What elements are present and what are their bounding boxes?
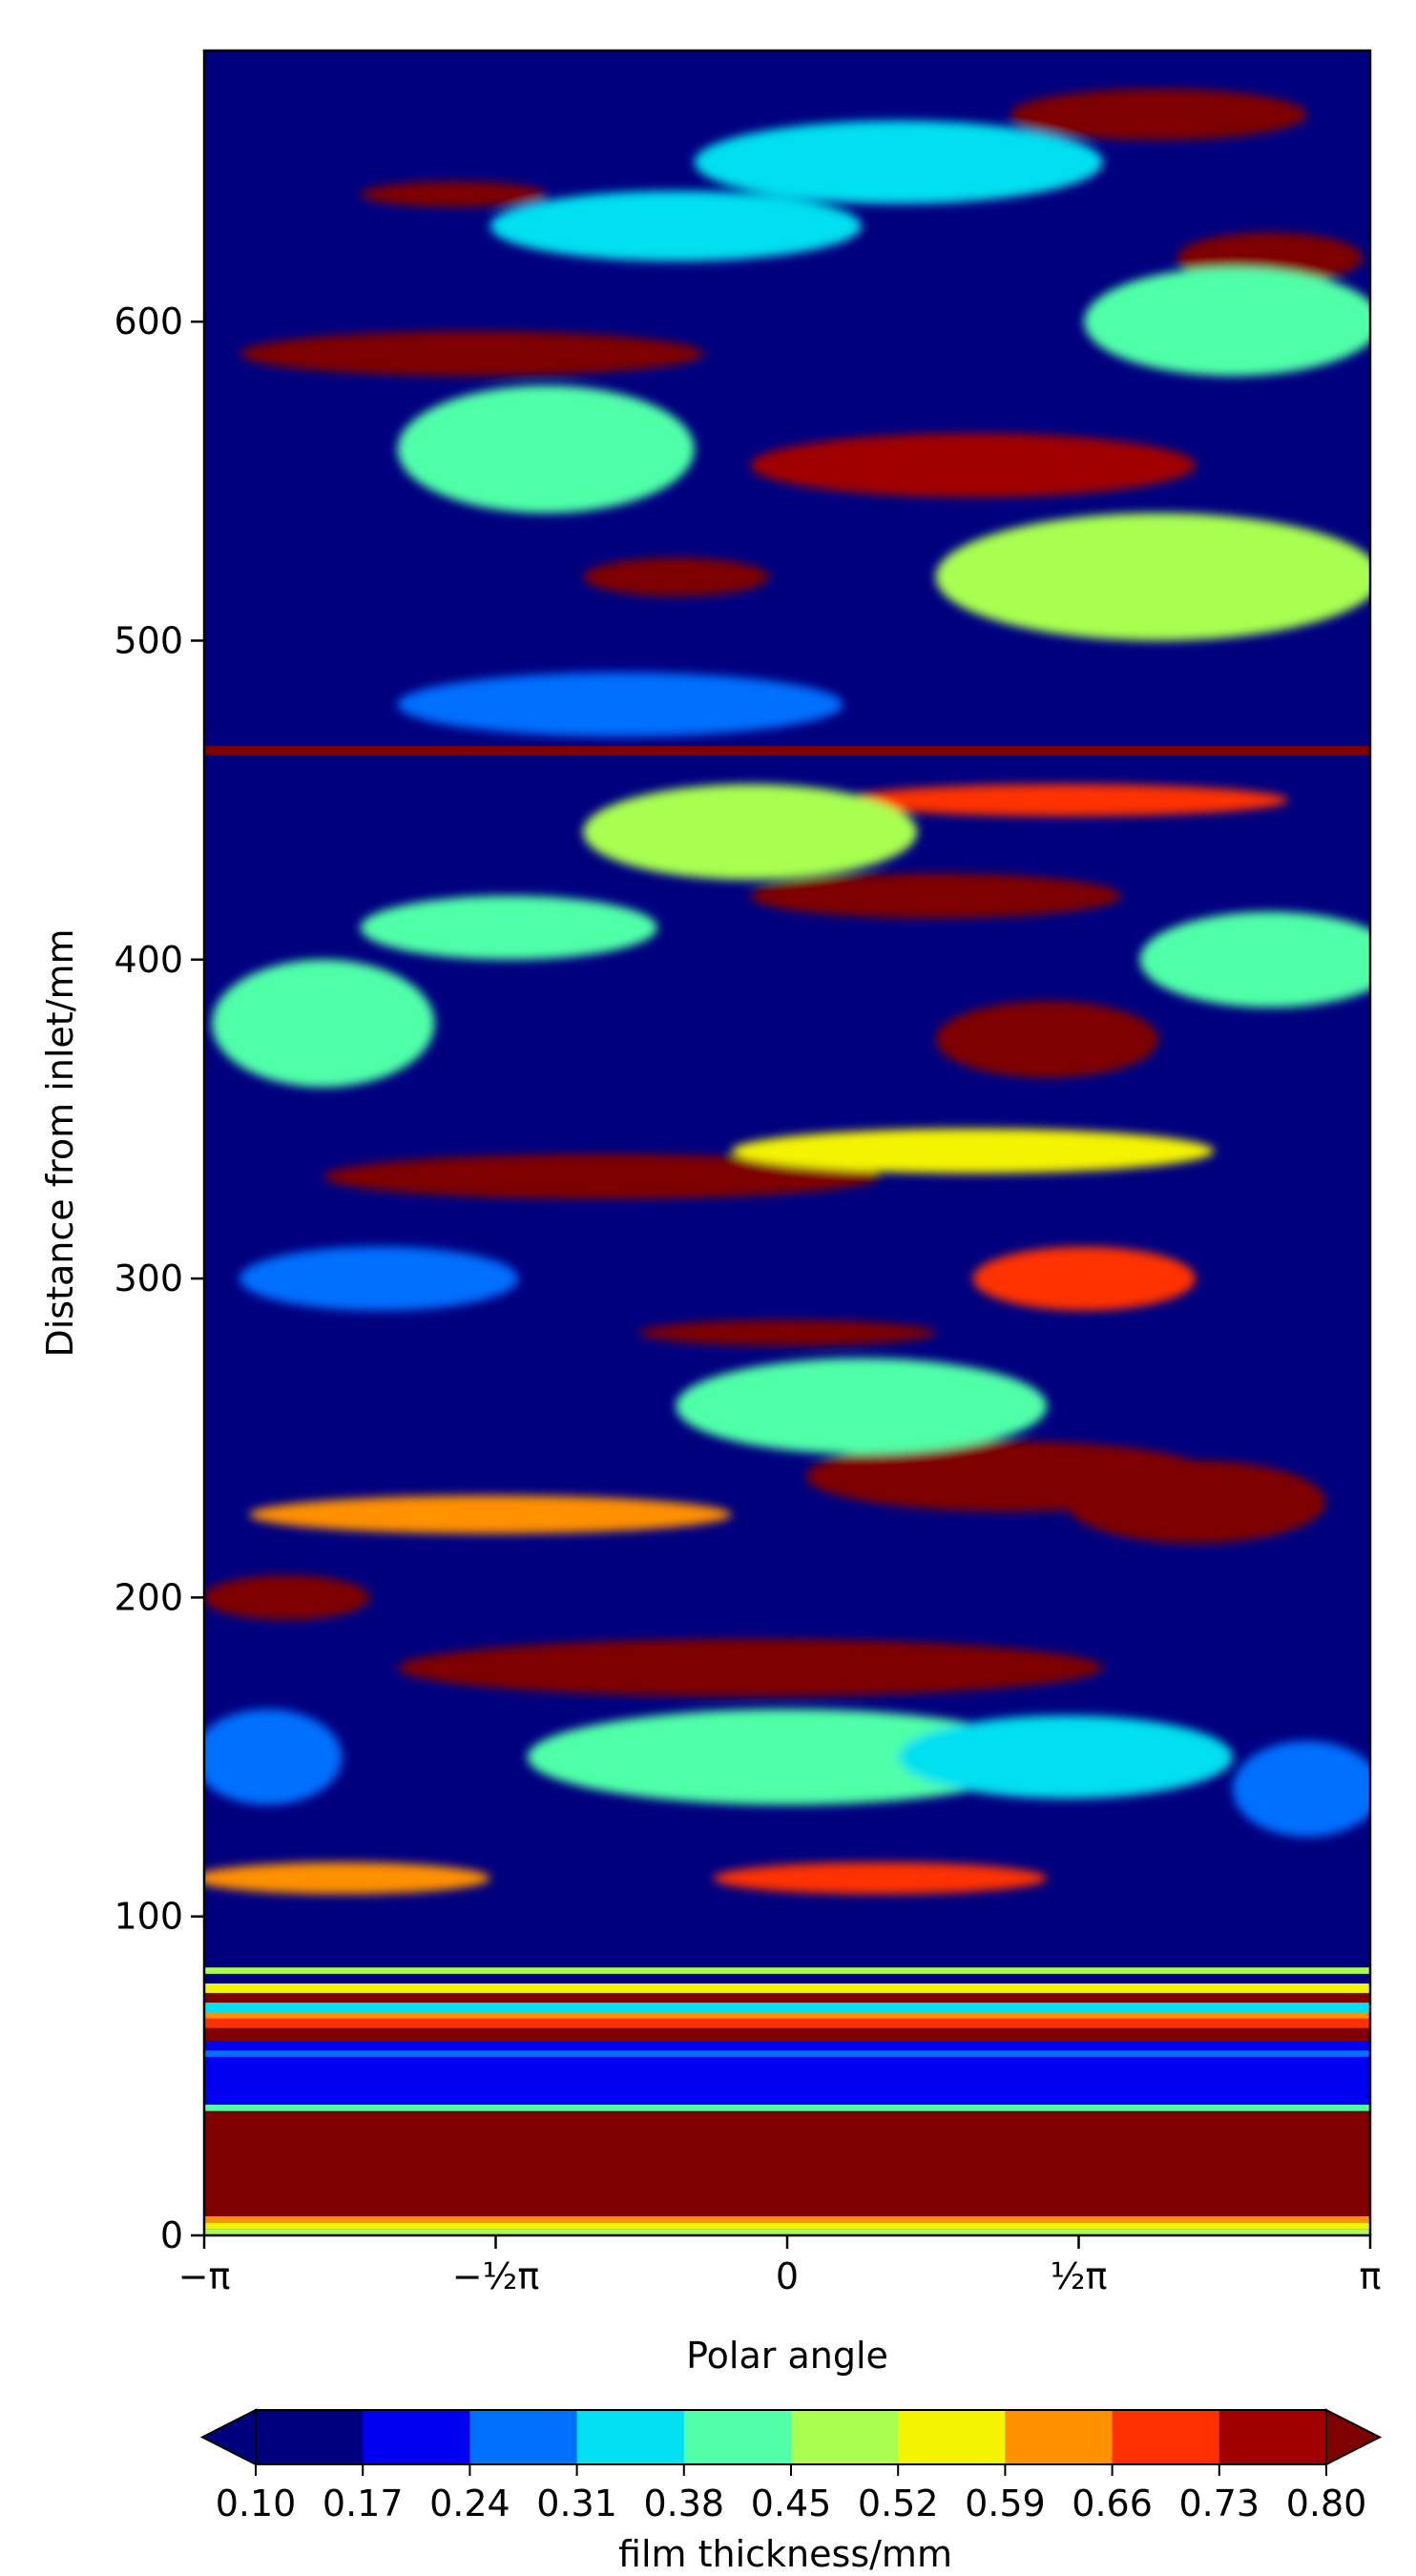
contour-band (204, 2215, 1370, 2223)
y-tick-label: 600 (114, 301, 183, 343)
contour-region (731, 1128, 1215, 1174)
colorbar-swatch (469, 2410, 578, 2464)
colorbar: 0.10 0.17 0.24 0.31 0.38 0.45 0.52 0.59 0.66 0.73… (199, 2408, 1383, 2524)
contour-plot-area (202, 49, 1372, 2237)
x-tick-label: π (1360, 2255, 1382, 2297)
contour-region (750, 433, 1196, 498)
contour-region (1010, 89, 1307, 140)
y-tick-label: 300 (114, 1257, 183, 1299)
colorbar-swatch (898, 2410, 1006, 2464)
contour-region (935, 1001, 1158, 1078)
contour-region (1232, 1740, 1370, 1838)
contour-region (212, 959, 435, 1088)
contour-region (935, 512, 1370, 641)
x-axis-label: Polar angle (686, 2335, 888, 2377)
colorbar-swatch (363, 2410, 470, 2464)
colorbar-tick-label: 0.10 (216, 2483, 297, 2524)
y-tick-label: 500 (114, 619, 183, 661)
contour-band (204, 745, 1370, 756)
contour-band (204, 1983, 1370, 1993)
contour-region (489, 191, 862, 261)
x-tick-label: −½π (452, 2255, 540, 2297)
contour-region (583, 783, 918, 881)
contour-band (204, 1973, 1370, 1984)
contour-band (204, 2056, 1370, 2105)
colorbar-tick-label: 0.17 (323, 2483, 404, 2524)
y-tick-label: 100 (114, 1896, 183, 1938)
contour-region (694, 120, 1103, 204)
colorbar-swatch (683, 2410, 792, 2464)
contour-region (583, 557, 769, 596)
contour-band (204, 2018, 1370, 2028)
contour-region (204, 1574, 370, 1620)
contour-region (204, 1861, 490, 1895)
contour-band (204, 2011, 1370, 2019)
colorbar-swatch (576, 2410, 685, 2464)
contour-region (1065, 1460, 1326, 1544)
contour-band (204, 2104, 1370, 2111)
y-axis: 0 100 200 300 400 500 600 (114, 301, 204, 2256)
contour-band (204, 2222, 1370, 2230)
colorbar-swatch (1005, 2410, 1114, 2464)
contour-region (676, 1358, 1048, 1454)
colorbar-swatch (791, 2410, 899, 2464)
contour-region (397, 385, 695, 513)
contour-band (204, 2229, 1370, 2235)
contour-band (204, 2027, 1370, 2042)
contour-region (239, 1246, 518, 1311)
colorbar-tick-label: 0.45 (751, 2483, 832, 2524)
contour-region (972, 1246, 1196, 1311)
x-axis: −π −½π 0 ½π π (178, 2235, 1382, 2297)
colorbar-tick-label: 0.59 (965, 2483, 1046, 2524)
colorbar-tick-label: 0.38 (643, 2483, 724, 2524)
contour-band (204, 1992, 1370, 2003)
contour-region (750, 873, 1122, 919)
contour-region (360, 895, 657, 960)
contour-region (239, 331, 704, 376)
colorbar-tick-label: 0.66 (1072, 2483, 1153, 2524)
x-tick-label: −π (178, 2255, 231, 2297)
contour-region (638, 1319, 936, 1346)
contour-region (898, 1715, 1233, 1798)
contour-region (843, 783, 1289, 817)
colorbar-tick-label: 0.80 (1286, 2483, 1367, 2524)
contour-band (204, 2050, 1370, 2057)
y-tick-label: 400 (114, 939, 183, 981)
x-tick-label: ½π (1051, 2255, 1108, 2297)
colorbar-extend-min (199, 2408, 257, 2466)
colorbar-swatch (1112, 2410, 1220, 2464)
colorbar-swatch (1218, 2410, 1327, 2464)
contour-region (323, 1153, 881, 1199)
colorbar-tick-label: 0.73 (1178, 2483, 1260, 2524)
colorbar-tick-label: 0.24 (429, 2483, 510, 2524)
colorbar-label: film thickness/mm (618, 2533, 952, 2575)
contour-band (204, 1967, 1370, 1974)
colorbar-swatch (256, 2410, 364, 2464)
contour-band (204, 2041, 1370, 2051)
colorbar-extend-max (1325, 2408, 1383, 2466)
x-tick-label: 0 (776, 2255, 799, 2297)
colorbar-tick-label: 0.31 (536, 2483, 617, 2524)
contour-region (1084, 267, 1370, 376)
contour-band (204, 2002, 1370, 2012)
contour-region (527, 1709, 1048, 1805)
contour-region (1139, 911, 1370, 1008)
contour-region (248, 1495, 732, 1534)
y-tick-label: 0 (160, 2214, 183, 2256)
y-tick-label: 200 (114, 1576, 183, 1618)
contour-band (204, 2110, 1370, 2216)
contour-region (397, 1638, 1103, 1697)
contour-region (204, 1709, 343, 1805)
y-axis-label: Distance from inlet/mm (39, 928, 81, 1357)
contour-region (360, 181, 547, 207)
contour-region (397, 672, 843, 737)
colorbar-tick-label: 0.52 (858, 2483, 939, 2524)
contour-region (713, 1861, 1048, 1895)
